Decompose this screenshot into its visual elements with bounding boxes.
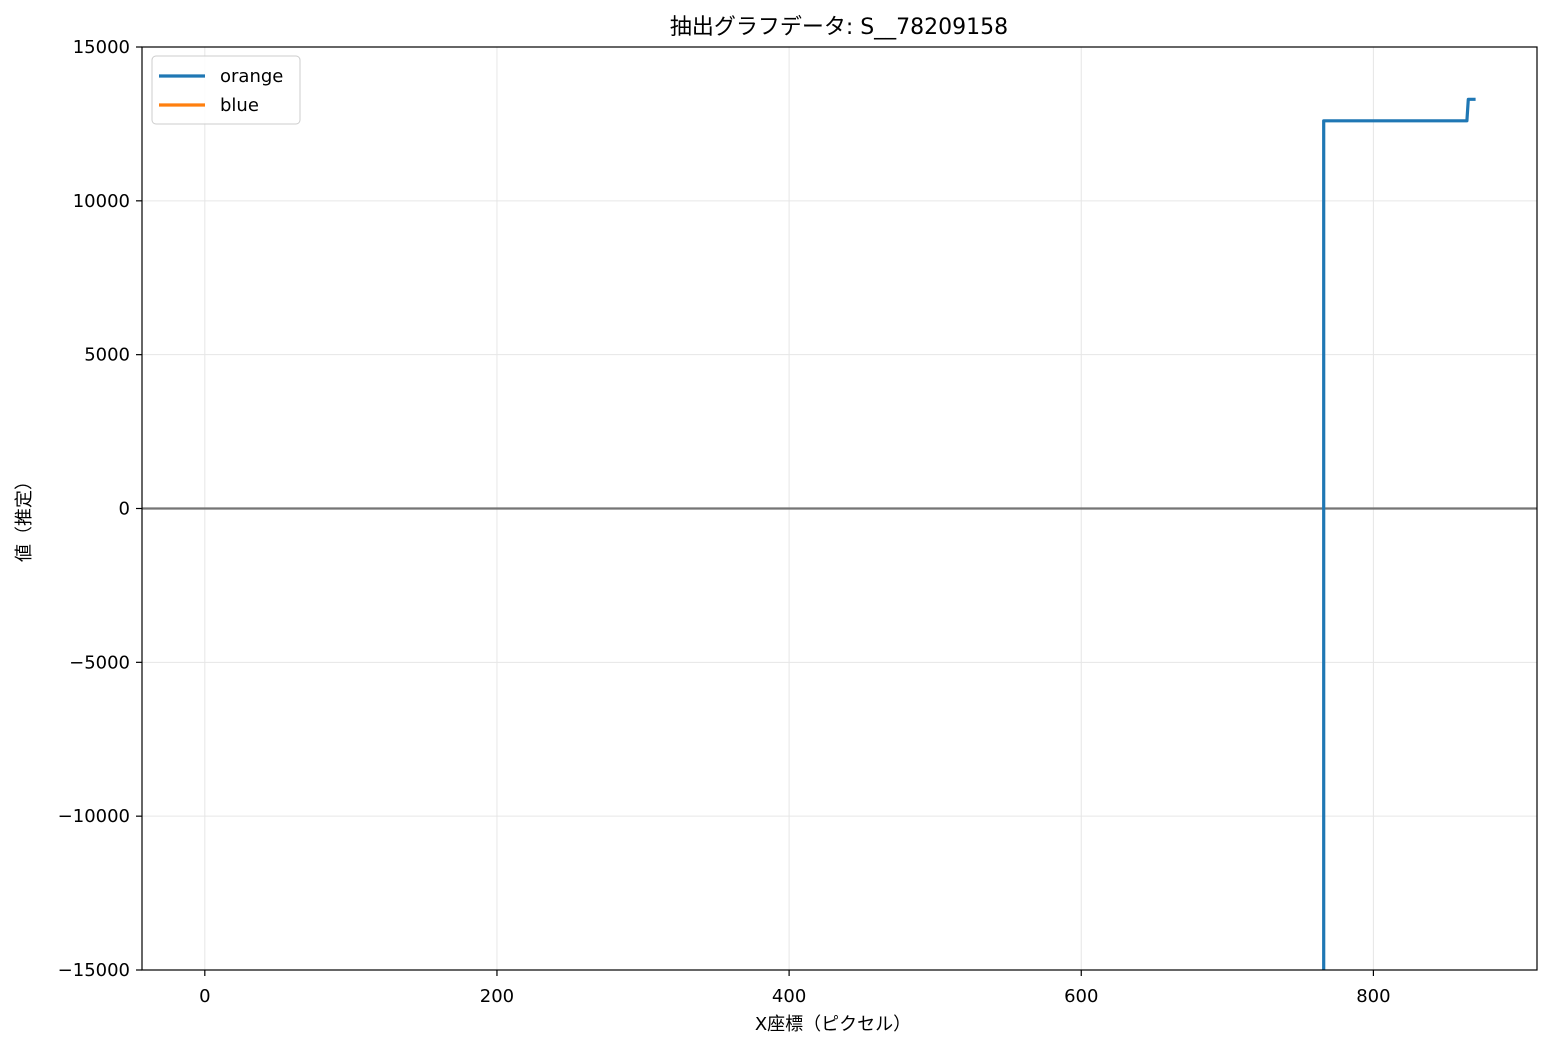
legend: orange blue — [151, 55, 301, 125]
x-axis-label: X座標（ピクセル） — [755, 1014, 911, 1035]
chart-title: 抽出グラフデータ: S__78209158 — [670, 15, 1008, 40]
ticks: 0 200 400 600 800 −15000 −10000 −5000 0 5000 10000… — [58, 37, 1391, 1007]
series-line-orange — [1322, 97, 1476, 970]
x-tick-label: 400 — [772, 986, 806, 1007]
legend-label-blue: blue — [220, 95, 259, 116]
y-tick-label: 10000 — [73, 191, 130, 212]
y-axis-label: 値（推定） — [14, 472, 35, 562]
y-tick-label: 5000 — [84, 345, 130, 366]
x-tick-label: 600 — [1064, 986, 1098, 1007]
y-tick-label: −5000 — [69, 652, 130, 673]
x-tick-label: 800 — [1356, 986, 1390, 1007]
y-tick-label: −15000 — [58, 960, 130, 981]
x-tick-label: 0 — [199, 986, 210, 1007]
y-tick-label: 15000 — [73, 37, 130, 58]
series-layer — [1322, 97, 1476, 970]
y-tick-label: −10000 — [58, 806, 130, 827]
legend-label-orange: orange — [220, 66, 283, 87]
y-tick-label: 0 — [119, 499, 130, 520]
x-tick-label: 200 — [480, 986, 514, 1007]
legend-box — [151, 55, 301, 125]
